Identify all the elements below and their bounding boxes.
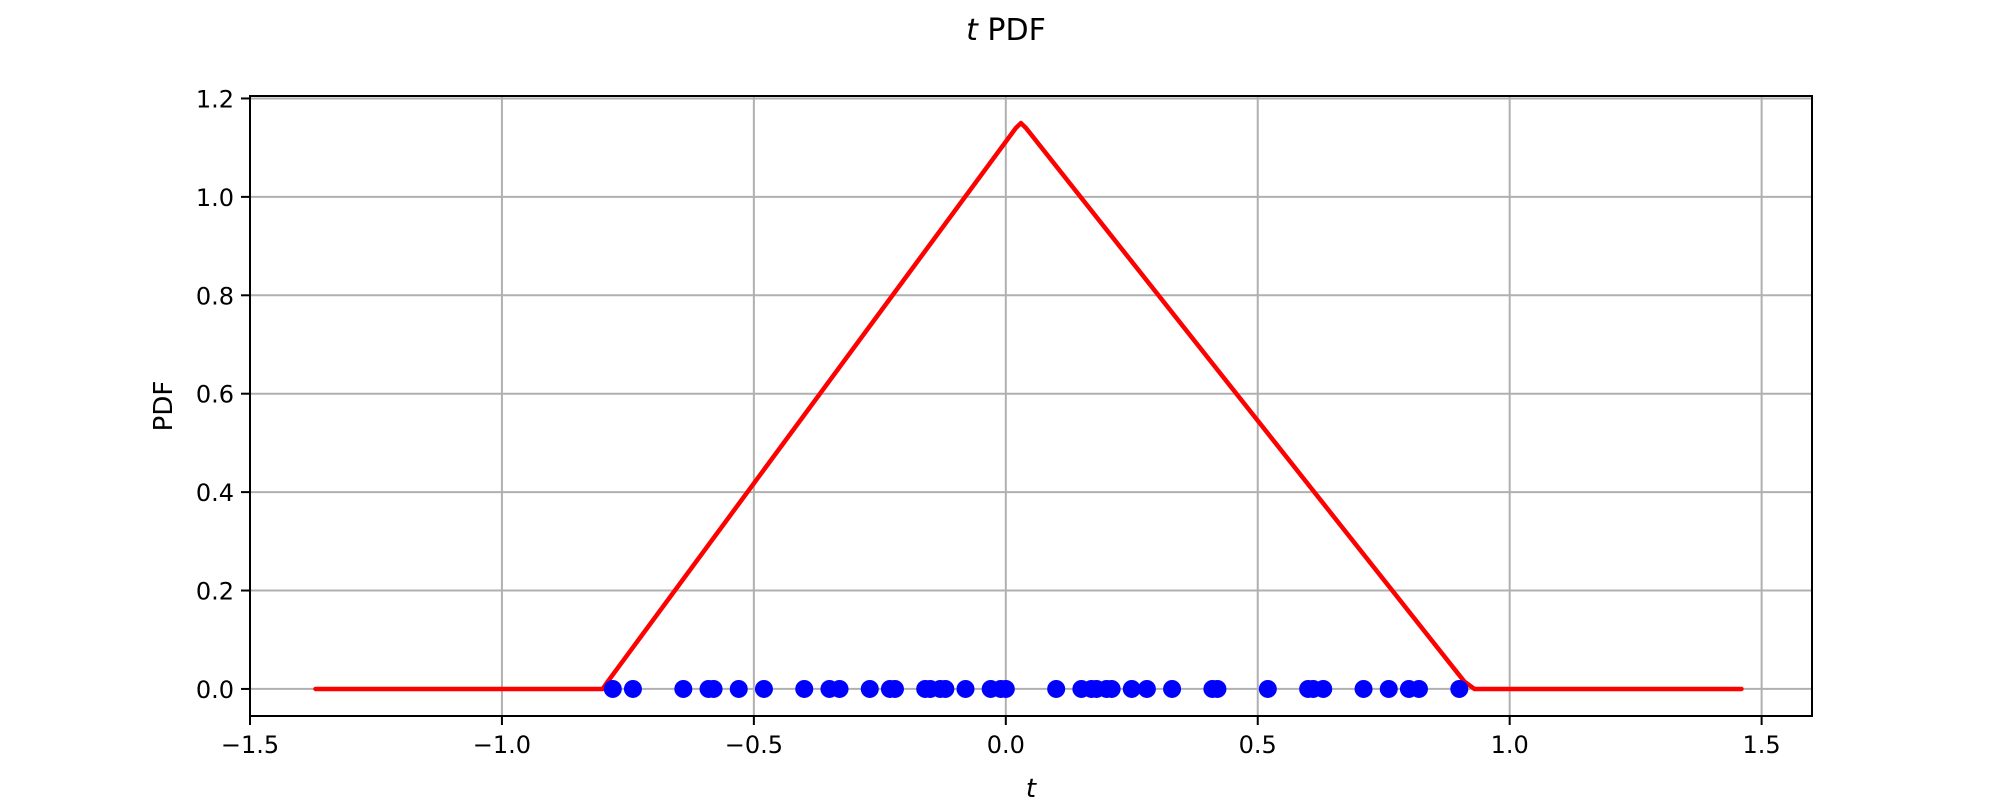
x-tick-label: 0.0 bbox=[987, 731, 1025, 759]
sample-point bbox=[1102, 679, 1121, 698]
sample-point bbox=[1258, 679, 1277, 698]
x-tick-label: 0.5 bbox=[1239, 731, 1277, 759]
sample-point bbox=[704, 679, 723, 698]
sample-point bbox=[860, 679, 879, 698]
y-axis-label: PDF bbox=[149, 381, 179, 432]
axes-frame bbox=[249, 95, 1813, 717]
pdf-curve-line bbox=[313, 120, 1744, 692]
sample-point bbox=[1379, 679, 1398, 698]
sample-point bbox=[603, 679, 622, 698]
sample-point bbox=[936, 679, 955, 698]
x-tick-label: −0.5 bbox=[725, 731, 783, 759]
sample-point bbox=[996, 679, 1015, 698]
sample-point bbox=[1208, 679, 1227, 698]
x-tick-label: −1.0 bbox=[473, 731, 531, 759]
sample-point bbox=[729, 679, 748, 698]
x-axis-label: t bbox=[1026, 774, 1037, 800]
sample-point bbox=[956, 679, 975, 698]
sample-point bbox=[1122, 679, 1141, 698]
sample-point bbox=[830, 679, 849, 698]
sample-point bbox=[1137, 679, 1156, 698]
y-tick-label: 0.6 bbox=[196, 381, 234, 409]
x-tick-label: 1.0 bbox=[1491, 731, 1529, 759]
y-tick-label: 0.4 bbox=[196, 479, 234, 507]
sample-point bbox=[674, 679, 693, 698]
y-tick-label: 0.2 bbox=[196, 578, 234, 606]
y-tick-label: 0.0 bbox=[196, 676, 234, 704]
chart-title: t PDF bbox=[966, 13, 1046, 48]
sample-point bbox=[1163, 679, 1182, 698]
grid bbox=[249, 96, 1812, 716]
y-tick-label: 1.2 bbox=[196, 85, 234, 113]
x-tick-label: 1.5 bbox=[1743, 731, 1781, 759]
sample-point bbox=[1047, 679, 1066, 698]
y-axis: 0.0 0.2 0.4 0.6 0.8 1.0 1.2 bbox=[196, 85, 250, 704]
sample-point bbox=[1314, 679, 1333, 698]
sample-point bbox=[885, 679, 904, 698]
sample-point bbox=[754, 679, 773, 698]
sample-point bbox=[1450, 679, 1469, 698]
x-axis: −1.5 −1.0 −0.5 0.0 0.5 1.0 1.5 bbox=[221, 716, 1781, 759]
chart-title-text: PDF bbox=[978, 13, 1046, 48]
x-tick-label: −1.5 bbox=[221, 731, 279, 759]
sample-point bbox=[1354, 679, 1373, 698]
sample-point bbox=[795, 679, 814, 698]
plot-area bbox=[313, 120, 1744, 698]
chart-title-italic: t bbox=[966, 13, 979, 48]
sample-point bbox=[1409, 679, 1428, 698]
sample-point bbox=[623, 679, 642, 698]
y-tick-label: 0.8 bbox=[196, 282, 234, 310]
y-tick-label: 1.0 bbox=[196, 184, 234, 212]
